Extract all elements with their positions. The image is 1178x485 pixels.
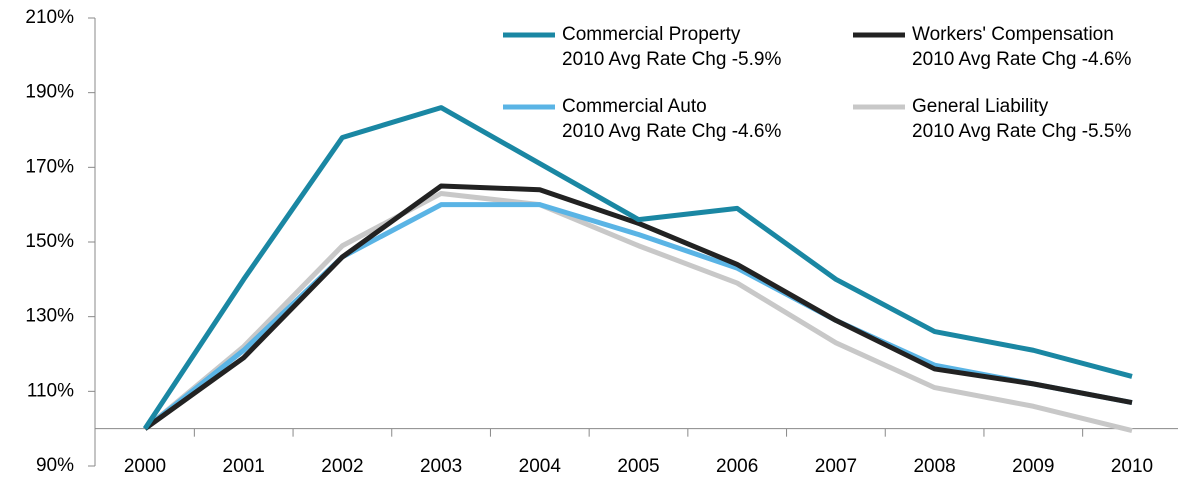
legend-label: Workers' Compensation [912,24,1114,45]
y-tick-label: 210% [25,7,74,28]
series-line [143,190,1133,433]
series-line [143,183,1133,431]
series-line [142,105,1133,431]
x-tick-label: 2002 [321,456,363,477]
y-tick-label: 150% [25,231,74,252]
x-tick-label: 2001 [223,456,265,477]
legend-label: General Liability [912,96,1049,117]
legend-label: Commercial Auto [562,96,707,117]
legend-note: 2010 Avg Rate Chg -4.6% [562,121,781,142]
x-tick-label: 2005 [617,456,659,477]
x-tick-label: 2006 [716,456,758,477]
legend-note: 2010 Avg Rate Chg -5.9% [562,49,781,70]
legend-note: 2010 Avg Rate Chg -5.5% [912,121,1131,142]
y-tick-label: 90% [36,455,74,476]
legend-label: Commercial Property [562,24,741,45]
x-tick-label: 2010 [1111,456,1153,477]
legend-note: 2010 Avg Rate Chg -4.6% [912,49,1131,70]
x-tick-label: 2003 [420,456,462,477]
y-tick-label: 170% [25,156,74,177]
x-tick-label: 2009 [1012,456,1054,477]
x-tick-label: 2007 [815,456,857,477]
y-tick-label: 110% [27,380,74,401]
x-tick-label: 2000 [124,456,166,477]
x-tick-label: 2008 [913,456,955,477]
x-tick-label: 2004 [519,456,562,477]
y-tick-label: 190% [25,82,74,103]
y-tick-label: 130% [25,306,74,327]
